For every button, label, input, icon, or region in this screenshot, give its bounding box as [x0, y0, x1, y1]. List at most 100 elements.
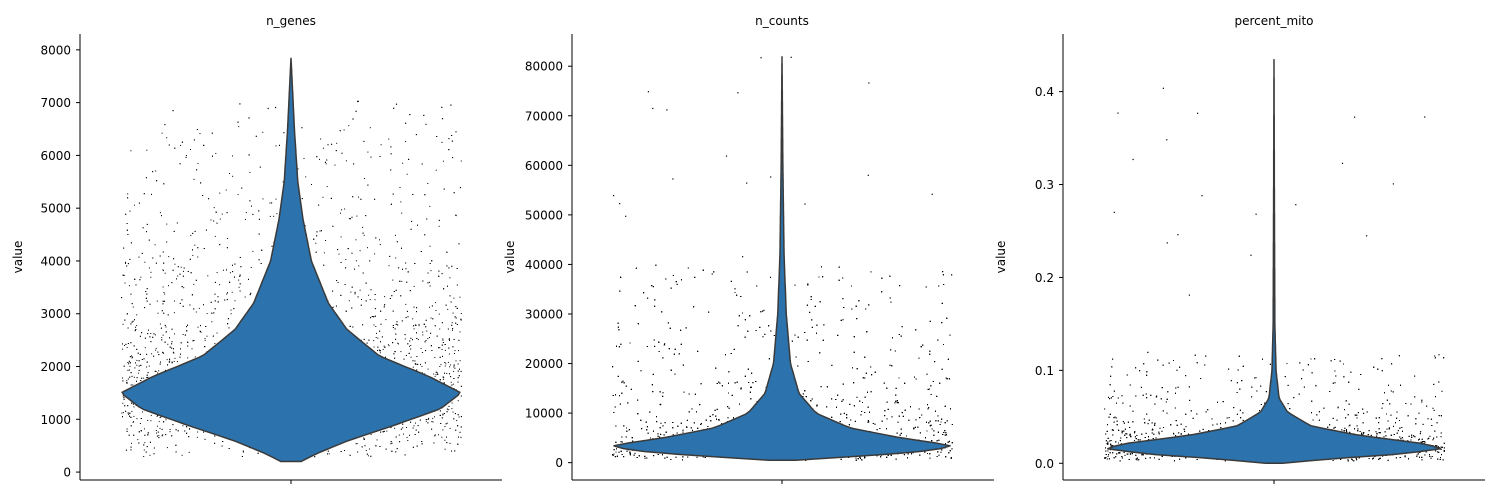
- data-point: [379, 244, 381, 245]
- data-point: [405, 262, 407, 264]
- data-point: [179, 163, 181, 165]
- data-point: [355, 260, 357, 262]
- data-point: [139, 279, 141, 281]
- data-point: [159, 212, 161, 214]
- data-point: [122, 343, 123, 345]
- data-point: [155, 371, 157, 372]
- data-point: [339, 130, 341, 132]
- data-point: [159, 417, 161, 419]
- data-point: [444, 365, 446, 367]
- data-point: [390, 169, 392, 171]
- data-point: [282, 181, 284, 183]
- data-point: [133, 345, 135, 347]
- data-point: [449, 295, 451, 297]
- data-point: [405, 317, 407, 319]
- data-point: [384, 304, 386, 306]
- data-point: [325, 240, 326, 241]
- data-point: [446, 436, 447, 438]
- data-point: [438, 275, 440, 277]
- data-point: [409, 290, 411, 292]
- data-point: [340, 262, 342, 263]
- data-point: [262, 131, 264, 133]
- data-point: [435, 374, 437, 376]
- data-point: [348, 300, 350, 302]
- data-point: [157, 415, 159, 417]
- data-point: [459, 331, 461, 333]
- data-point: [439, 356, 441, 358]
- data-point: [212, 155, 213, 157]
- data-point: [258, 259, 260, 261]
- data-point: [168, 256, 170, 258]
- data-point: [316, 156, 318, 158]
- outlier-point: [441, 106, 443, 108]
- data-point: [410, 228, 412, 230]
- outlier-point: [172, 110, 174, 112]
- data-point: [137, 372, 139, 374]
- data-point: [434, 434, 436, 436]
- data-point: [421, 352, 423, 353]
- data-point: [135, 284, 137, 286]
- data-point: [186, 330, 188, 332]
- data-point: [150, 341, 152, 343]
- data-point: [123, 397, 125, 399]
- outlier-point: [393, 107, 395, 109]
- data-point: [416, 445, 418, 447]
- data-point: [157, 351, 159, 353]
- data-point: [130, 449, 132, 451]
- data-point: [406, 427, 407, 428]
- data-point: [204, 346, 206, 348]
- data-point: [370, 289, 372, 291]
- data-point: [197, 247, 199, 249]
- data-point: [431, 350, 433, 351]
- data-point: [424, 341, 426, 343]
- data-point: [156, 435, 158, 437]
- data-point: [163, 300, 165, 302]
- data-point: [355, 239, 357, 241]
- data-point: [369, 299, 371, 301]
- data-point: [194, 356, 196, 358]
- data-point: [373, 324, 375, 326]
- data-point: [415, 422, 416, 424]
- data-point: [422, 331, 424, 333]
- data-point: [407, 343, 409, 345]
- data-point: [126, 380, 128, 382]
- data-point: [374, 294, 376, 295]
- data-point: [460, 160, 462, 162]
- y-tick-label-n-genes: 4000: [40, 254, 71, 268]
- data-point: [392, 342, 394, 344]
- data-point: [422, 280, 424, 282]
- data-point: [239, 275, 241, 277]
- data-point: [407, 440, 409, 441]
- data-point: [416, 338, 418, 339]
- data-point: [182, 275, 184, 277]
- data-point: [124, 405, 126, 407]
- data-point: [162, 434, 164, 436]
- data-point: [360, 304, 362, 306]
- data-point: [167, 314, 169, 316]
- data-point: [363, 234, 365, 236]
- data-point: [155, 430, 157, 431]
- data-point: [139, 423, 141, 424]
- data-point: [228, 448, 230, 449]
- data-point: [371, 316, 373, 317]
- data-point: [126, 223, 128, 224]
- data-point: [205, 229, 207, 231]
- data-point: [156, 300, 158, 302]
- data-point: [131, 355, 132, 357]
- data-point: [227, 318, 229, 320]
- data-point: [177, 266, 179, 268]
- data-point: [363, 140, 365, 142]
- data-point: [390, 203, 392, 205]
- data-point: [311, 184, 312, 185]
- data-point: [171, 341, 173, 343]
- data-point: [226, 212, 228, 214]
- data-point: [441, 436, 443, 438]
- data-point: [394, 357, 396, 359]
- data-point: [417, 339, 419, 341]
- data-point: [347, 248, 349, 250]
- data-point: [442, 342, 444, 343]
- data-point: [194, 230, 196, 232]
- data-point: [214, 293, 216, 295]
- data-point: [181, 454, 183, 456]
- data-point: [125, 262, 126, 264]
